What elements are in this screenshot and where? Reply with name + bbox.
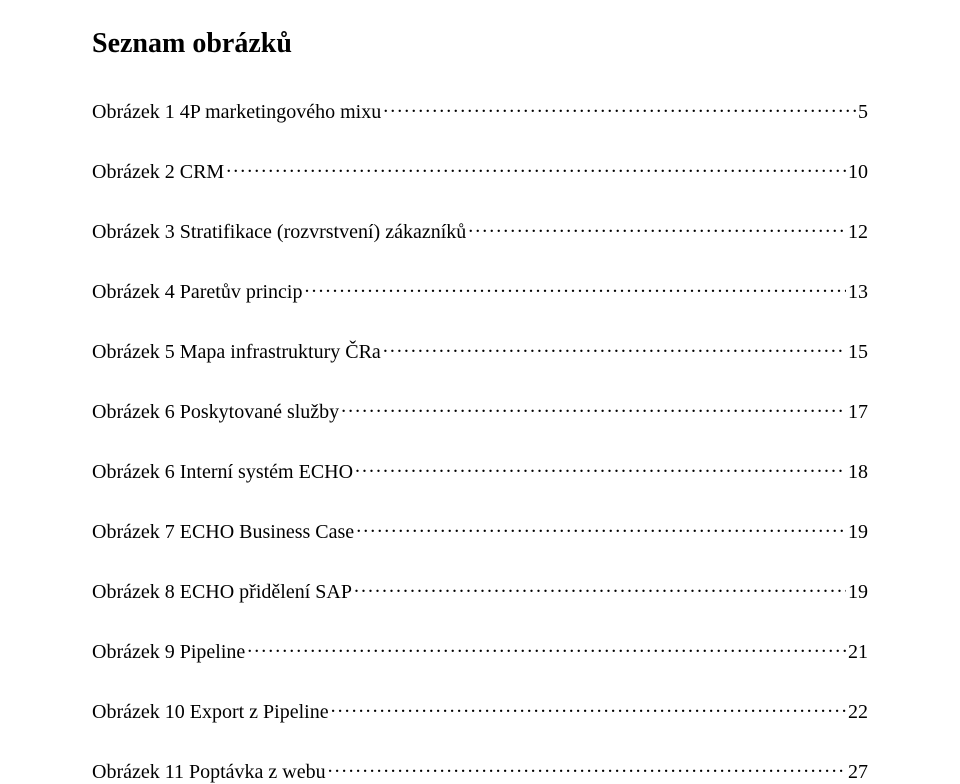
toc-entry-label: Obrázek 2 CRM [92,160,224,184]
toc-entry: Obrázek 9 Pipeline 21 [92,634,868,664]
toc-entry-label: Obrázek 8 ECHO přidělení SAP [92,580,352,604]
toc-entry-label: Obrázek 5 Mapa infrastruktury ČRa [92,340,381,364]
toc-entry: Obrázek 6 Poskytované služby 17 [92,394,868,424]
toc-entry-page: 13 [848,280,868,304]
toc-leader-dots [354,574,846,598]
toc-leader-dots [355,454,846,478]
toc-entry-page: 22 [848,700,868,724]
toc-entry-label: Obrázek 6 Poskytované služby [92,400,339,424]
toc-entry-page: 17 [848,400,868,424]
toc-entry: Obrázek 8 ECHO přidělení SAP 19 [92,574,868,604]
toc-entry-page: 15 [848,340,868,364]
document-page: Seznam obrázků Obrázek 1 4P marketingové… [0,0,960,784]
list-of-figures-title: Seznam obrázků [92,28,868,60]
toc-leader-dots [247,634,846,658]
toc-entry-label: Obrázek 11 Poptávka z webu [92,760,326,784]
toc-entry-page: 27 [848,760,868,784]
toc-entry-page: 19 [848,520,868,544]
toc-entry-page: 19 [848,580,868,604]
toc-entry: Obrázek 11 Poptávka z webu 27 [92,754,868,784]
toc-entry: Obrázek 1 4P marketingového mixu 5 [92,94,868,124]
toc-entry-label: Obrázek 1 4P marketingového mixu [92,100,381,124]
toc-entry-label: Obrázek 4 Paretův princip [92,280,302,304]
toc-entry-page: 18 [848,460,868,484]
toc-entry-page: 10 [848,160,868,184]
toc-entry-page: 21 [848,640,868,664]
toc-leader-dots [468,214,846,238]
toc-entry: Obrázek 2 CRM 10 [92,154,868,184]
toc-entry-page: 5 [858,100,868,124]
toc-entry: Obrázek 3 Stratifikace (rozvrstvení) zák… [92,214,868,244]
toc-leader-dots [331,694,846,718]
toc-leader-dots [356,514,846,538]
toc-leader-dots [383,94,856,118]
toc-entry-label: Obrázek 9 Pipeline [92,640,245,664]
toc-leader-dots [226,154,846,178]
toc-entry: Obrázek 5 Mapa infrastruktury ČRa 15 [92,334,868,364]
toc-entry-label: Obrázek 7 ECHO Business Case [92,520,354,544]
toc-leader-dots [341,394,846,418]
toc-entry: Obrázek 7 ECHO Business Case 19 [92,514,868,544]
toc-entry-label: Obrázek 6 Interní systém ECHO [92,460,353,484]
toc-entry-page: 12 [848,220,868,244]
toc-entry-label: Obrázek 3 Stratifikace (rozvrstvení) zák… [92,220,466,244]
toc-entry: Obrázek 10 Export z Pipeline 22 [92,694,868,724]
toc-entry-label: Obrázek 10 Export z Pipeline [92,700,329,724]
toc-leader-dots [304,274,846,298]
toc-entry: Obrázek 4 Paretův princip 13 [92,274,868,304]
toc-entry: Obrázek 6 Interní systém ECHO 18 [92,454,868,484]
toc-leader-dots [383,334,846,358]
toc-leader-dots [328,754,846,778]
